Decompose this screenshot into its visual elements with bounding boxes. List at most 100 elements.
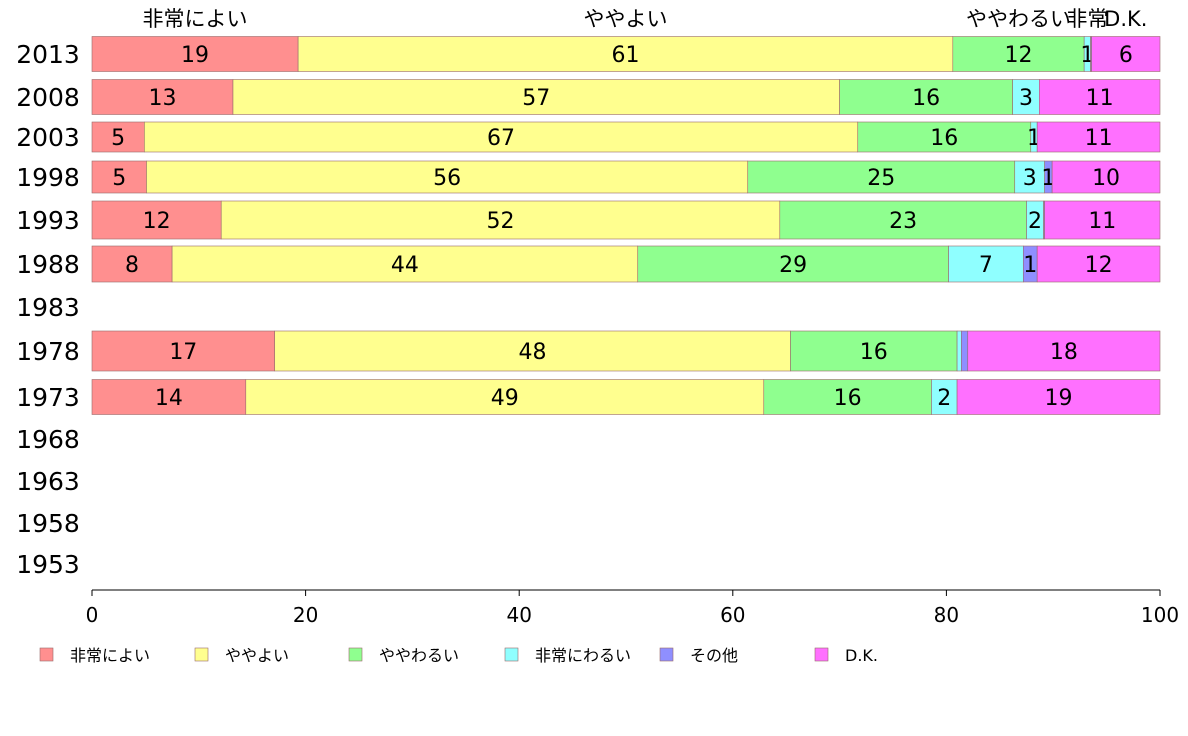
data-label: 67 [487, 126, 515, 151]
x-tick-label: 0 [86, 603, 99, 627]
x-axis: 0 20 40 60 80 100 [86, 589, 1179, 627]
data-label: 16 [860, 340, 888, 365]
bar-segment [297, 36, 954, 72]
data-label: 19 [1045, 386, 1073, 411]
legend-label: 非常によい [70, 646, 150, 665]
bar-segment [1014, 160, 1045, 194]
data-label: 19 [181, 43, 209, 68]
data-label: 57 [522, 86, 550, 111]
legend-swatch [39, 647, 54, 662]
bar-segment [91, 379, 247, 415]
legend-swatch [348, 647, 363, 662]
bar-segment [91, 200, 222, 240]
bar-segment [1044, 200, 1161, 240]
data-label: 44 [391, 253, 419, 278]
bar-segment [948, 245, 1024, 283]
legend: 非常によい ややよい ややわるい 非常にわるい その他 D.K. [39, 646, 878, 665]
bar-segment [952, 36, 1085, 72]
legend-label: その他 [690, 646, 738, 665]
data-label: 8 [125, 253, 139, 278]
x-tick-label: 80 [934, 603, 959, 627]
x-tick-label: 60 [720, 603, 745, 627]
bar-segment [637, 245, 949, 283]
data-label: 5 [112, 166, 126, 191]
bar-segment [91, 245, 173, 283]
year-label: 1998 [16, 163, 80, 192]
data-label: 12 [1004, 43, 1032, 68]
bar-segment [1051, 160, 1161, 194]
data-label: 11 [1088, 209, 1116, 234]
bar-segment [91, 330, 275, 372]
bar-segment [1039, 79, 1161, 115]
year-label: 1963 [16, 467, 80, 496]
data-label: 2 [937, 386, 951, 411]
data-label: 48 [519, 340, 547, 365]
series-header-label: ややよい [583, 7, 667, 31]
data-label: 2 [1028, 209, 1042, 234]
data-label: 56 [433, 166, 461, 191]
bar-segment [779, 200, 1027, 240]
data-label: 6 [1119, 43, 1133, 68]
bar-segment [931, 379, 958, 415]
bar-segment [839, 79, 1013, 115]
legend-swatch [504, 647, 519, 662]
data-label: 11 [1086, 86, 1114, 111]
data-label: 17 [169, 340, 197, 365]
year-label: 1973 [16, 383, 80, 412]
x-tick-label: 40 [506, 603, 531, 627]
x-tick-label: 20 [293, 603, 318, 627]
data-label: 61 [611, 43, 639, 68]
legend-swatch [659, 647, 674, 662]
year-label: 1978 [16, 337, 80, 366]
data-label: 14 [155, 386, 183, 411]
data-label: 18 [1050, 340, 1078, 365]
data-label: 11 [1085, 126, 1113, 151]
year-label: 1968 [16, 425, 80, 454]
bar-segment [1091, 36, 1161, 72]
data-label: 16 [930, 126, 958, 151]
data-label: 3 [1023, 166, 1037, 191]
bar-segment [144, 121, 859, 153]
legend-label: 非常にわるい [535, 646, 631, 665]
bar-segment [146, 160, 749, 194]
year-label: 1953 [16, 550, 80, 579]
data-label: 12 [143, 209, 171, 234]
bar-segment [967, 330, 1161, 372]
bar-segment [91, 79, 234, 115]
data-label: 25 [867, 166, 895, 191]
legend-label: ややよい [225, 646, 289, 665]
bar-segment [274, 330, 791, 372]
year-label: 1988 [16, 250, 80, 279]
data-label: 10 [1092, 166, 1120, 191]
year-label: 1993 [16, 206, 80, 235]
bar-segment [763, 379, 932, 415]
bar-segment [956, 379, 1161, 415]
bar-segment [961, 330, 969, 372]
bar-segment [91, 36, 299, 72]
data-label: 29 [779, 253, 807, 278]
x-tick-label: 100 [1141, 603, 1179, 627]
series-header-label: 非常によい [143, 7, 248, 31]
series-header-label: ややわるい [966, 7, 1071, 31]
year-label: 2008 [16, 83, 80, 112]
bar-segment [1036, 121, 1161, 153]
year-label: 1958 [16, 509, 80, 538]
year-label: 2003 [16, 123, 80, 152]
data-label: 13 [148, 86, 176, 111]
legend-label: ややわるい [379, 646, 459, 665]
data-label: 23 [889, 209, 917, 234]
bar-segment [956, 330, 962, 372]
data-label: 49 [491, 386, 519, 411]
data-label: 52 [487, 209, 515, 234]
year-label: 1983 [16, 293, 80, 322]
bar-segment [232, 79, 840, 115]
bar-segment [220, 200, 781, 240]
bar-segment [1036, 245, 1161, 283]
data-label: 3 [1019, 86, 1033, 111]
data-label: 5 [111, 126, 125, 151]
series-header-label: D.K. [1104, 7, 1147, 31]
legend-swatch [194, 647, 209, 662]
data-label: 12 [1085, 253, 1113, 278]
